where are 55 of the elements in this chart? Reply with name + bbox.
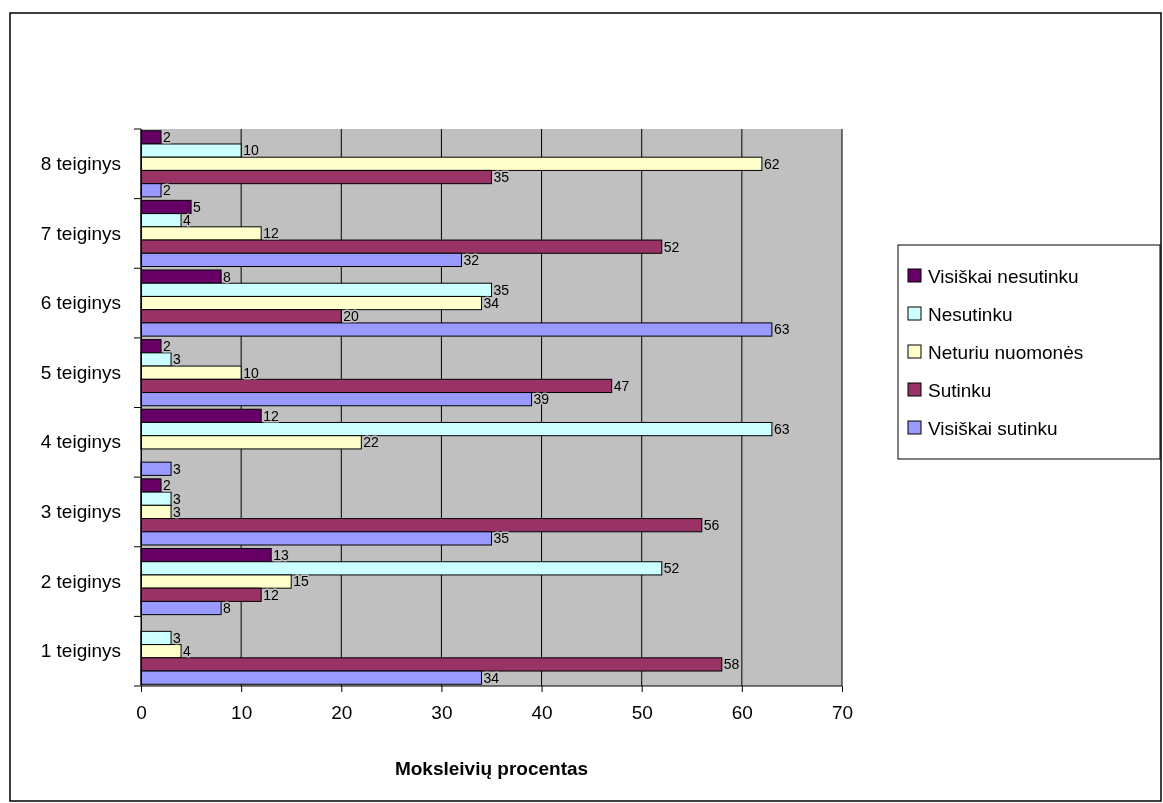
data-label: 10 <box>243 364 259 381</box>
x-tick-label: 30 <box>431 702 453 724</box>
data-label: 34 <box>483 669 500 686</box>
data-label: 2 <box>163 338 172 355</box>
y-tick-label: 2 teiginys <box>40 570 121 592</box>
data-label: 4 <box>183 643 192 660</box>
data-label: 32 <box>463 251 480 268</box>
data-label: 8 <box>223 599 232 616</box>
data-label: 8 <box>223 268 232 285</box>
legend-label: Sutinku <box>928 379 992 401</box>
data-label: 22 <box>363 434 380 451</box>
x-tick-label: 50 <box>631 702 653 724</box>
legend-label: Visiškai sutinku <box>928 417 1058 439</box>
legend-label: Nesutinku <box>928 303 1013 325</box>
x-tick-label: 60 <box>731 702 753 724</box>
data-label: 5 <box>193 198 202 215</box>
data-label: 2 <box>163 129 172 146</box>
x-axis-title: Moksleivių procentas <box>394 758 589 779</box>
data-label: 12 <box>263 586 279 603</box>
y-tick-label: 1 teiginys <box>40 640 121 662</box>
data-label: 52 <box>663 238 680 255</box>
data-label: 2 <box>163 477 172 494</box>
y-tick-label: 5 teiginys <box>40 361 121 383</box>
data-label: 15 <box>293 573 309 590</box>
data-label: 13 <box>273 547 289 564</box>
data-label: 3 <box>173 351 182 368</box>
data-label: 35 <box>493 168 510 185</box>
x-tick-label: 0 <box>136 702 147 724</box>
legend-label: Neturiu nuomonės <box>928 341 1084 363</box>
data-label: 62 <box>763 155 780 172</box>
data-label: 4 <box>183 212 192 229</box>
data-label: 58 <box>723 656 740 673</box>
data-label: 63 <box>773 420 790 437</box>
data-label: 10 <box>243 142 259 159</box>
y-tick-label: 6 teiginys <box>40 292 121 314</box>
data-label: 52 <box>663 560 680 577</box>
data-label: 20 <box>343 308 360 325</box>
data-label: 12 <box>263 225 279 242</box>
data-label: 12 <box>263 407 279 424</box>
y-tick-label: 8 teiginys <box>40 152 121 174</box>
data-label: 3 <box>173 460 182 477</box>
data-label: 2 <box>163 182 172 199</box>
y-tick-label: 7 teiginys <box>40 222 121 244</box>
y-tick-label: 3 teiginys <box>40 501 121 523</box>
data-label: 56 <box>703 517 720 534</box>
y-tick-label: 4 teiginys <box>40 431 121 453</box>
x-tick-label: 20 <box>331 702 353 724</box>
legend-label: Visiškai nesutinku <box>928 265 1079 287</box>
data-label: 47 <box>613 377 630 394</box>
data-label: 35 <box>493 530 510 547</box>
x-tick-label: 70 <box>831 702 854 724</box>
x-tick-label: 40 <box>531 702 553 724</box>
data-label: 63 <box>773 321 790 338</box>
x-tick-label: 10 <box>231 702 253 724</box>
data-label: 3 <box>173 629 182 646</box>
